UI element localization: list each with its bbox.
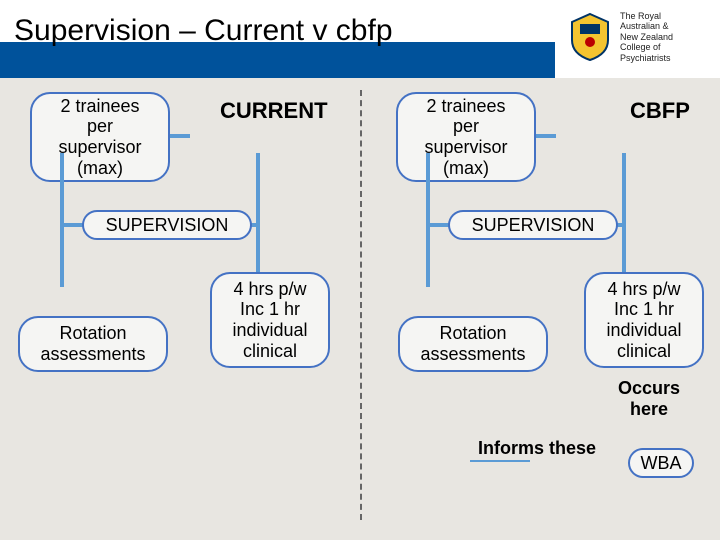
diagram-canvas: CURRENT 2 traineespersupervisor(max) SUP… [0,78,720,540]
heading-cbfp: CBFP [630,98,690,124]
crest-icon [568,12,612,62]
brand-text: The RoyalAustralian &New ZealandCollege … [620,11,673,63]
note-occurs-here: Occurshere [618,378,680,419]
pill-left-br: 4 hrs p/wInc 1 hrindividualclinical [210,272,330,368]
slide-title: Supervision – Current v cbfp [14,14,393,48]
pill-right-top: 2 traineespersupervisor(max) [396,92,536,182]
pill-right-br: 4 hrs p/wInc 1 hrindividualclinical [584,272,704,368]
pill-right-hub: SUPERVISION [448,210,618,240]
note-informs-these: Informs these [478,438,596,459]
pill-wba: WBA [628,448,694,478]
connector-stub [536,134,556,138]
center-divider [360,90,362,520]
connector-stub [170,134,190,138]
brand-logo: The RoyalAustralian &New ZealandCollege … [568,8,708,66]
pill-left-top: 2 traineespersupervisor(max) [30,92,170,182]
pill-left-hub: SUPERVISION [82,210,252,240]
connector-line [470,460,530,462]
pill-right-bl: Rotationassessments [398,316,548,372]
heading-current: CURRENT [220,98,328,124]
pill-left-bl: Rotationassessments [18,316,168,372]
slide: Supervision – Current v cbfp The RoyalAu… [0,0,720,540]
